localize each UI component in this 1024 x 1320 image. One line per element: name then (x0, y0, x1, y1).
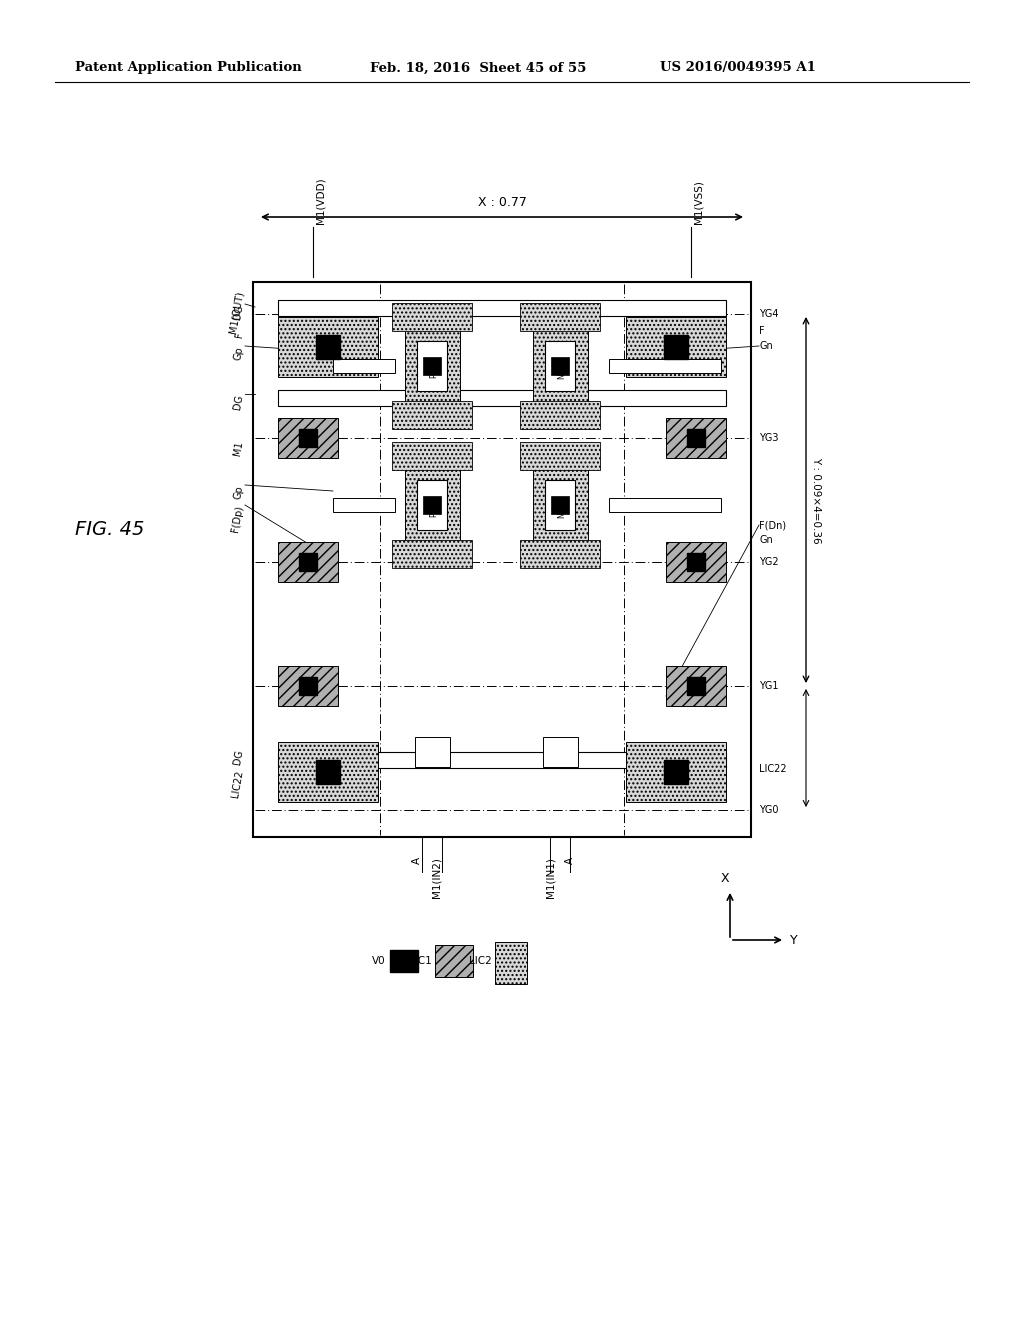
Bar (664, 335, 688, 359)
Text: Feb. 18, 2016  Sheet 45 of 55: Feb. 18, 2016 Sheet 45 of 55 (370, 62, 587, 74)
Text: F: F (234, 331, 245, 338)
Text: Gn: Gn (759, 341, 773, 351)
Bar (392, 401, 472, 429)
Text: M1(VDD): M1(VDD) (316, 177, 326, 224)
Text: YG3: YG3 (759, 433, 778, 444)
Bar (545, 341, 575, 391)
Bar (520, 540, 600, 568)
Text: PFT2: PFT2 (429, 360, 438, 378)
Bar (392, 304, 472, 331)
Bar (423, 356, 441, 375)
Bar (423, 496, 441, 513)
Text: DG: DG (232, 748, 245, 766)
Bar (415, 737, 450, 767)
Bar (278, 389, 726, 407)
Bar (278, 667, 338, 706)
Bar (417, 480, 447, 531)
Text: M1(IN2): M1(IN2) (432, 857, 442, 898)
Bar (551, 496, 569, 513)
Text: F(Dp): F(Dp) (230, 506, 245, 533)
Text: NFT1: NFT1 (557, 499, 566, 517)
Text: LIC2: LIC2 (469, 956, 492, 966)
Bar (687, 553, 705, 572)
Text: Y: Y (790, 933, 798, 946)
Bar (299, 553, 317, 572)
Bar (626, 742, 726, 803)
Text: YG0: YG0 (759, 805, 778, 814)
Text: YG4: YG4 (759, 309, 778, 319)
Bar (333, 498, 395, 512)
Bar (520, 401, 600, 429)
Bar (626, 317, 726, 378)
Bar (687, 677, 705, 696)
Text: FIG. 45: FIG. 45 (75, 520, 144, 539)
Text: F: F (759, 326, 765, 337)
Bar (406, 321, 460, 411)
Bar (299, 429, 317, 447)
Bar (316, 760, 340, 784)
Text: A: A (565, 857, 575, 865)
Bar (278, 742, 378, 803)
Text: M1: M1 (232, 440, 245, 457)
Text: V0: V0 (373, 956, 386, 966)
Text: M1(OUT): M1(OUT) (227, 290, 245, 334)
Bar (435, 945, 473, 977)
Bar (495, 942, 527, 983)
Bar (392, 442, 472, 470)
Bar (417, 341, 447, 391)
Text: F(Dn): F(Dn) (759, 520, 786, 531)
Bar (545, 480, 575, 531)
Bar (278, 543, 338, 582)
Text: Gn: Gn (759, 535, 773, 545)
Text: LIC1: LIC1 (410, 956, 432, 966)
Text: X: X (721, 873, 729, 884)
Bar (278, 418, 338, 458)
Bar (333, 359, 395, 374)
Text: YG2: YG2 (759, 557, 778, 568)
Text: Gp: Gp (232, 484, 245, 500)
Bar (543, 737, 578, 767)
Text: LIC22: LIC22 (230, 770, 245, 799)
Bar (666, 418, 726, 458)
Bar (520, 442, 600, 470)
Text: NFT2: NFT2 (557, 359, 566, 379)
Text: US 2016/0049395 A1: US 2016/0049395 A1 (660, 62, 816, 74)
Text: YG1: YG1 (759, 681, 778, 690)
Text: DG: DG (232, 304, 245, 321)
Bar (666, 667, 726, 706)
Text: Y : 0.09×4=0.36: Y : 0.09×4=0.36 (811, 457, 821, 544)
Bar (664, 760, 688, 784)
Bar (520, 304, 600, 331)
Bar (609, 498, 721, 512)
Text: A: A (412, 857, 422, 865)
Bar (392, 540, 472, 568)
Text: Gp: Gp (232, 346, 245, 362)
Bar (609, 359, 721, 374)
Text: DG: DG (232, 393, 245, 411)
Bar (406, 459, 460, 550)
Bar (687, 429, 705, 447)
Bar (666, 543, 726, 582)
Text: M1(VSS): M1(VSS) (694, 180, 705, 224)
Text: X : 0.77: X : 0.77 (477, 195, 526, 209)
Bar (278, 317, 378, 378)
Bar (278, 300, 726, 315)
Bar (253, 282, 751, 837)
Bar (551, 356, 569, 375)
Bar (299, 677, 317, 696)
Bar (534, 459, 588, 550)
Bar (278, 752, 726, 768)
Bar (534, 321, 588, 411)
Text: PFT1: PFT1 (429, 499, 438, 517)
Text: LIC22: LIC22 (759, 764, 786, 774)
Bar (390, 950, 418, 972)
Text: Patent Application Publication: Patent Application Publication (75, 62, 302, 74)
Text: M1(IN1): M1(IN1) (545, 857, 555, 898)
Bar (316, 335, 340, 359)
